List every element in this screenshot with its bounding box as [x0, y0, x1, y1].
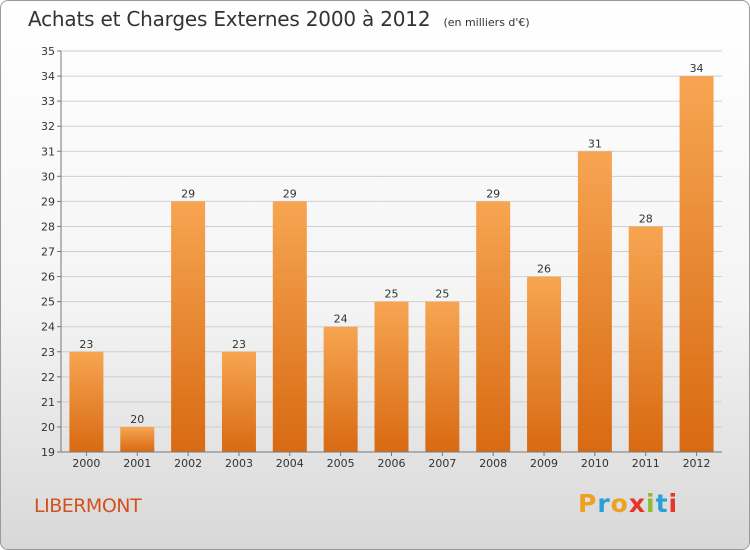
y-tick-label: 30: [41, 170, 55, 183]
bar: [425, 301, 460, 452]
data-label: 24: [334, 313, 348, 326]
data-label: 31: [588, 137, 602, 150]
data-label: 29: [181, 187, 195, 200]
y-tick-label: 24: [41, 321, 55, 334]
data-label: 26: [537, 263, 551, 276]
logo-letter: o: [610, 489, 629, 518]
bar: [272, 201, 307, 452]
chart-title: Achats et Charges Externes 2000 à 2012: [28, 7, 431, 31]
y-tick-label: 23: [41, 346, 55, 359]
data-label: 29: [486, 187, 500, 200]
data-label: 25: [435, 288, 449, 301]
bar: [628, 226, 663, 452]
x-tick-label: 2007: [428, 457, 456, 470]
bar: [679, 76, 714, 452]
logo-letter: t: [655, 489, 669, 518]
y-tick-label: 20: [41, 421, 55, 434]
chart-title-block: Achats et Charges Externes 2000 à 2012 (…: [28, 7, 530, 31]
x-tick-label: 2002: [174, 457, 202, 470]
bar: [577, 151, 612, 452]
y-tick-label: 21: [41, 396, 55, 409]
x-tick-label: 2006: [378, 457, 406, 470]
x-tick-label: 2001: [123, 457, 151, 470]
data-label: 25: [385, 288, 399, 301]
y-tick-label: 35: [41, 45, 55, 58]
x-tick-label: 2005: [327, 457, 355, 470]
x-tick-label: 2010: [581, 457, 609, 470]
proxiti-logo: Proxiti: [578, 489, 678, 518]
chart-unit: (en milliers d'€): [443, 16, 530, 29]
bar: [171, 201, 206, 452]
location-name: LIBERMONT: [34, 495, 142, 517]
y-tick-label: 27: [41, 246, 55, 259]
data-label: 28: [639, 212, 653, 225]
y-tick-label: 32: [41, 120, 55, 133]
x-tick-label: 2003: [225, 457, 253, 470]
data-label: 23: [232, 338, 246, 351]
bar: [476, 201, 511, 452]
x-tick-label: 2012: [683, 457, 711, 470]
x-tick-label: 2011: [632, 457, 660, 470]
y-tick-label: 26: [41, 271, 55, 284]
bar: [527, 276, 562, 452]
bar: [221, 351, 256, 452]
logo-letter: i: [646, 489, 656, 518]
y-tick-label: 25: [41, 296, 55, 309]
y-tick-label: 19: [41, 446, 55, 459]
bar: [323, 326, 358, 452]
x-tick-label: 2008: [479, 457, 507, 470]
x-tick-label: 2009: [530, 457, 558, 470]
data-label: 23: [79, 338, 93, 351]
logo-letter: x: [628, 489, 646, 518]
x-tick-label: 2004: [276, 457, 304, 470]
data-label: 29: [283, 187, 297, 200]
logo-letter: P: [578, 489, 598, 518]
y-tick-label: 22: [41, 371, 55, 384]
logo-letter: i: [668, 489, 679, 518]
data-label: 20: [130, 413, 144, 426]
y-tick-label: 34: [41, 70, 55, 83]
bar: [120, 426, 155, 452]
bar: [69, 351, 104, 452]
y-tick-label: 29: [41, 195, 55, 208]
y-tick-label: 31: [41, 145, 55, 158]
y-tick-label: 28: [41, 220, 55, 233]
bar: [374, 301, 409, 452]
logo-letter: r: [597, 489, 611, 518]
y-tick-label: 33: [41, 95, 55, 108]
x-tick-label: 2000: [72, 457, 100, 470]
data-label: 34: [690, 62, 704, 75]
